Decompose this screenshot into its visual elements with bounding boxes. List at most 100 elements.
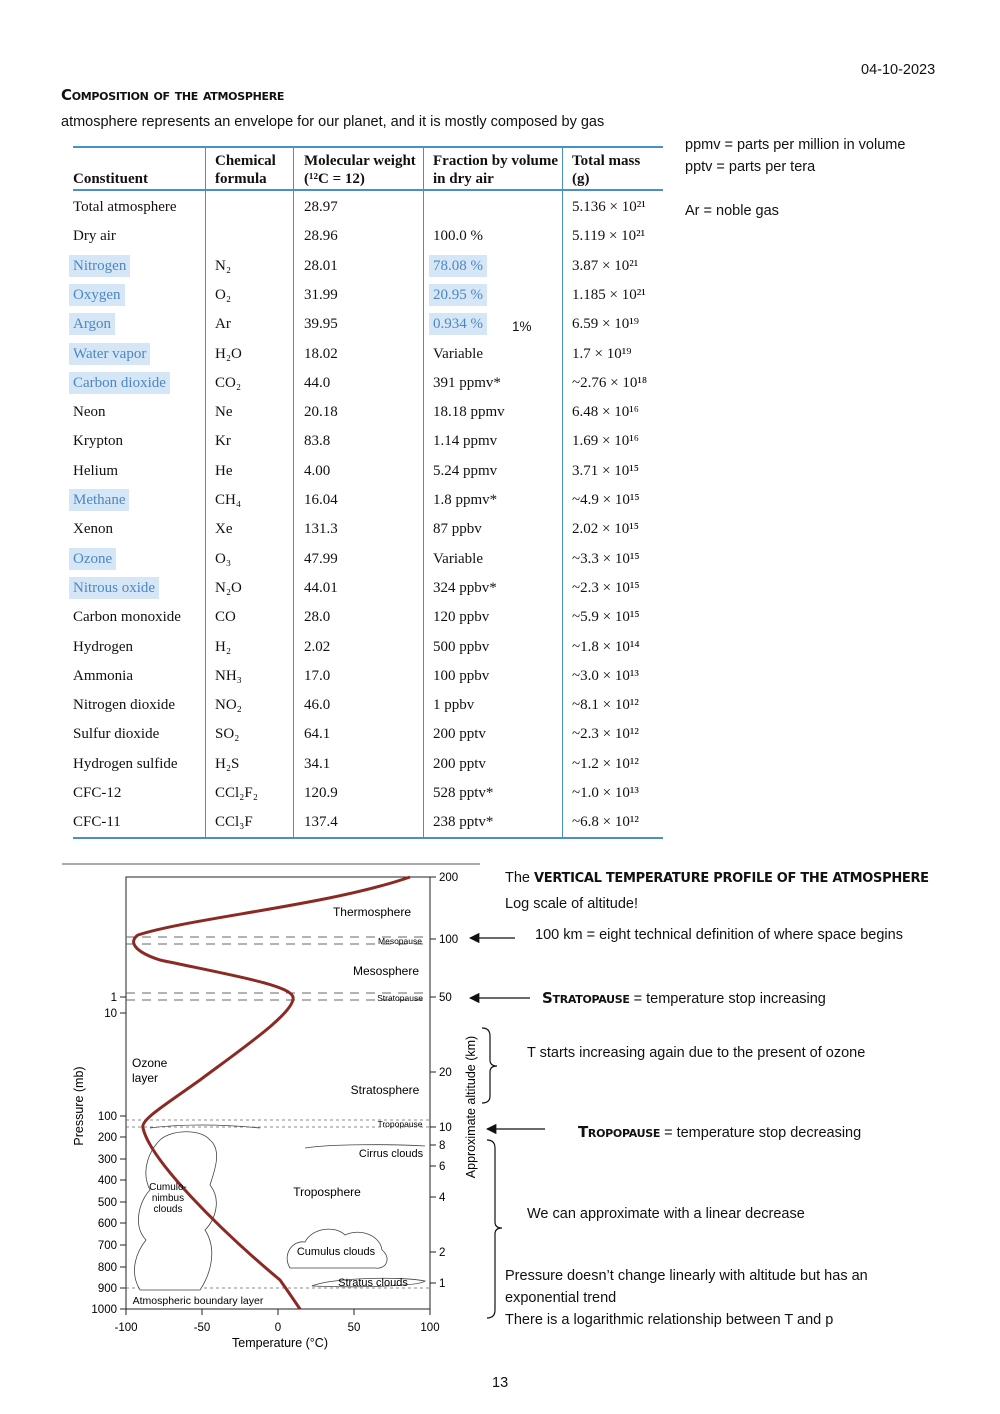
- table-rule: [73, 189, 663, 191]
- table-cell: 44.01: [304, 579, 338, 596]
- brace: [486, 1139, 503, 1319]
- table-cell: 78.08 %: [429, 254, 487, 277]
- annotation: Log scale of altitude!: [505, 896, 639, 912]
- table-cell: 28.0: [304, 609, 331, 626]
- table-cell: Ne: [215, 404, 233, 421]
- table-cell: 5.136 × 10²¹: [572, 199, 646, 215]
- table-rule: [562, 146, 563, 838]
- annotation: Pressure doesn’t change linearly with al…: [505, 1268, 868, 1284]
- definition: = temperature stop increasing: [633, 991, 826, 1007]
- y-tick-label: 1: [111, 992, 117, 1004]
- table-cell: CO₂: [215, 374, 242, 391]
- table-cell: 200 pptv: [433, 726, 486, 743]
- table-cell: ~1.0 × 10¹³: [572, 785, 639, 801]
- table-cell: N₂O: [215, 579, 242, 596]
- table-cell: 1.185 × 10²¹: [572, 286, 646, 303]
- temperature-profile-figure: Temperature (°C) Pressure (mb) Approximate…: [62, 863, 545, 1350]
- table-cell: Nitrous oxide: [69, 576, 160, 599]
- table-cell: 64.1: [304, 726, 331, 743]
- table-rule: [293, 146, 294, 838]
- y-tick-label: 200: [98, 1132, 117, 1144]
- table-cell: 18.18 ppmv: [433, 404, 505, 421]
- cloud-label: clouds: [154, 1204, 183, 1215]
- term: Stratopause: [542, 989, 630, 1007]
- table-cell: 87 ppbv: [433, 521, 482, 538]
- column-header: Fraction by volume in dry air: [433, 153, 558, 187]
- table-cell: 2.02 × 10¹⁵: [572, 521, 639, 538]
- layer-label: Thermosphere: [333, 905, 411, 919]
- table-cell: 6.48 × 10¹⁶: [572, 404, 639, 421]
- column-header: Constituent: [73, 171, 149, 187]
- table-cell: 2.02: [304, 638, 331, 655]
- y2-tick-label: 4: [439, 1192, 446, 1204]
- table-cell: 324 ppbv*: [433, 579, 497, 596]
- layer-label: Cumulus clouds: [297, 1246, 376, 1258]
- table-cell: ~3.3 × 10¹⁵: [572, 550, 640, 567]
- table-cell: H₂: [215, 638, 232, 655]
- definition: = temperature stop decreasing: [664, 1125, 862, 1141]
- table-cell: 238 pptv*: [433, 814, 494, 831]
- cloud-label: Cumulo-: [149, 1182, 187, 1193]
- table-cell: 500 ppbv: [433, 638, 490, 655]
- table-cell: ~1.2 × 10¹²: [572, 755, 639, 772]
- x-axis-label: Temperature (°C): [232, 1336, 328, 1350]
- table-cell: SO₂: [215, 726, 240, 743]
- table-cell: ~2.3 × 10¹²: [572, 726, 639, 743]
- intro: atmosphere represents an envelope for ou…: [61, 114, 605, 130]
- y2-tick-label: 6: [439, 1161, 445, 1173]
- table-rule: [423, 146, 424, 838]
- y2-tick-label: 100: [439, 934, 458, 946]
- y-tick-label: 800: [98, 1262, 117, 1274]
- layer-label: Mesosphere: [353, 964, 419, 978]
- table-cell: Ozone: [69, 547, 117, 570]
- y2-tick-label: 20: [439, 1067, 452, 1079]
- table-cell: NO₂: [215, 697, 242, 714]
- table-cell: CO: [215, 609, 236, 626]
- table-cell: ~5.9 × 10¹⁵: [572, 609, 640, 626]
- table-cell: Sulfur dioxide: [73, 726, 160, 743]
- table-cell: ~3.0 × 10¹³: [572, 667, 639, 684]
- ozone-label: Ozone: [132, 1056, 168, 1070]
- table-cell: 528 pptv*: [433, 785, 494, 801]
- layer-label: Stratopause: [377, 993, 423, 1003]
- figure-heading-prefix: The: [505, 870, 530, 886]
- annotation: Stratopause = temperature stop increasin…: [542, 989, 826, 1007]
- table-cell: 28.97: [304, 199, 338, 215]
- y-tick-label: 300: [98, 1154, 117, 1166]
- table-cell: Dry air: [73, 228, 116, 245]
- table-cell: O₂: [215, 286, 232, 303]
- table-cell: N₂: [215, 257, 232, 274]
- table-cell: 20.95 %: [429, 283, 487, 306]
- table-cell: Variable: [433, 345, 483, 362]
- annotation: T starts increasing again due to the pre…: [527, 1045, 866, 1061]
- table-cell: Total atmosphere: [73, 199, 177, 215]
- table-rule: [205, 146, 206, 838]
- annotation: 100 km = eight technical definition of w…: [535, 927, 903, 943]
- table-cell: CH₄: [215, 492, 242, 508]
- table-cell: ~2.3 × 10¹⁵: [572, 579, 640, 596]
- table-cell: 28.01: [304, 257, 338, 274]
- column-header: Chemical formula: [215, 153, 276, 187]
- table-cell: 39.95: [304, 316, 338, 333]
- table-cell: 137.4: [304, 814, 338, 831]
- y-tick-label: 500: [98, 1197, 117, 1209]
- layer-label: Mesopause: [378, 936, 422, 946]
- brace: [481, 1027, 498, 1104]
- y2-tick-label: 200: [439, 872, 458, 884]
- y-tick-label: 100: [98, 1111, 117, 1123]
- table-cell: 1.7 × 10¹⁹: [572, 345, 632, 362]
- temperature-curve: [132, 875, 411, 1310]
- table-cell: ~2.76 × 10¹⁸: [572, 374, 648, 391]
- table-cell: CCl₃F: [215, 814, 253, 831]
- table-cell: Xenon: [73, 521, 113, 538]
- table-rule: [73, 837, 663, 839]
- table-cell: 131.3: [304, 521, 338, 538]
- table-cell: 200 pptv: [433, 755, 486, 772]
- table-cell: Kr: [215, 433, 231, 450]
- table-cell: Carbon dioxide: [69, 371, 170, 394]
- table-cell: ~1.8 × 10¹⁴: [572, 638, 640, 655]
- table-cell: Xe: [215, 521, 233, 538]
- table-cell: ~8.1 × 10¹²: [572, 697, 639, 714]
- table-cell: Hydrogen sulfide: [73, 755, 178, 772]
- page-number: 13: [492, 1375, 509, 1391]
